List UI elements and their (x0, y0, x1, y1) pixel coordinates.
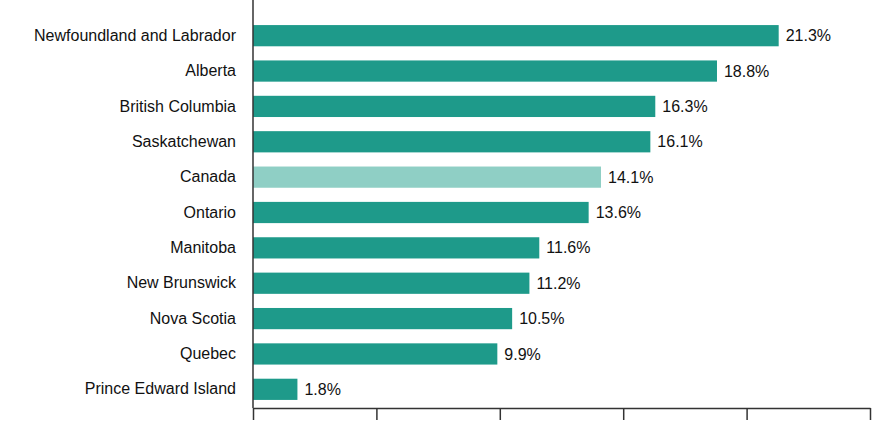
data-label: 9.9% (504, 346, 540, 363)
bar (253, 308, 512, 329)
y-tick: Newfoundland and Labrador (34, 27, 237, 44)
y-tick: Ontario (184, 204, 237, 221)
data-label: 1.8% (304, 381, 340, 398)
y-tick: Saskatchewan (132, 133, 236, 150)
chart: Newfoundland and Labrador Alberta British … (0, 0, 889, 438)
category-label: Nova Scotia (150, 310, 236, 327)
bar (253, 25, 779, 46)
category-label: Manitoba (170, 239, 236, 256)
bar (253, 167, 601, 188)
bars (253, 25, 779, 400)
data-label: 16.1% (657, 133, 702, 150)
category-label: Prince Edward Island (85, 380, 236, 397)
y-tick: Prince Edward Island (85, 380, 236, 397)
data-labels: 21.3% 18.8% 16.3% 16.1% 14.1% 13.6% 11.6% 11.2%… (304, 27, 831, 398)
x-tick-mark (376, 408, 378, 420)
category-label: Alberta (185, 62, 236, 79)
bar (253, 237, 539, 258)
x-tick (623, 408, 624, 420)
data-label: 14.1% (608, 169, 653, 186)
bar (253, 273, 529, 294)
category-label: Quebec (180, 345, 236, 362)
data-label: 11.6% (546, 239, 590, 256)
x-tick-mark (253, 408, 255, 420)
x-tick-mark (623, 408, 625, 420)
data-label: 16.3% (662, 98, 707, 115)
x-tick (870, 408, 871, 420)
y-tick: New Brunswick (127, 274, 237, 291)
category-label: New Brunswick (127, 274, 237, 291)
data-label: 10.5% (519, 310, 564, 327)
x-axis (254, 408, 871, 420)
bar (253, 379, 297, 400)
x-tick-mark (500, 408, 502, 420)
x-tick (747, 408, 748, 420)
bar (253, 60, 717, 81)
category-label: Canada (180, 168, 236, 185)
x-tick (500, 408, 501, 420)
bar (253, 202, 589, 223)
data-label: 21.3% (786, 27, 831, 44)
y-tick: Nova Scotia (150, 310, 236, 327)
category-label: Ontario (184, 204, 237, 221)
data-label: 13.6% (596, 204, 641, 221)
bar (253, 96, 655, 117)
bar (253, 343, 497, 364)
x-axis-line (254, 408, 871, 410)
category-label: Saskatchewan (132, 133, 236, 150)
y-tick: British Columbia (120, 98, 237, 115)
y-tick: Quebec (180, 345, 236, 362)
bar (253, 131, 650, 152)
data-label: 11.2% (536, 275, 580, 292)
y-tick: Manitoba (170, 239, 236, 256)
x-tick-mark (870, 408, 872, 420)
x-tick-mark (746, 408, 748, 420)
y-tick: Canada (180, 168, 236, 185)
y-tick: Alberta (185, 62, 236, 79)
y-axis-line (252, 0, 254, 408)
category-label: Newfoundland and Labrador (34, 27, 237, 44)
data-label: 18.8% (724, 63, 769, 80)
x-tick (376, 408, 377, 420)
y-axis: Newfoundland and Labrador Alberta British … (34, 27, 237, 398)
x-tick (253, 408, 254, 420)
category-label: British Columbia (120, 98, 237, 115)
